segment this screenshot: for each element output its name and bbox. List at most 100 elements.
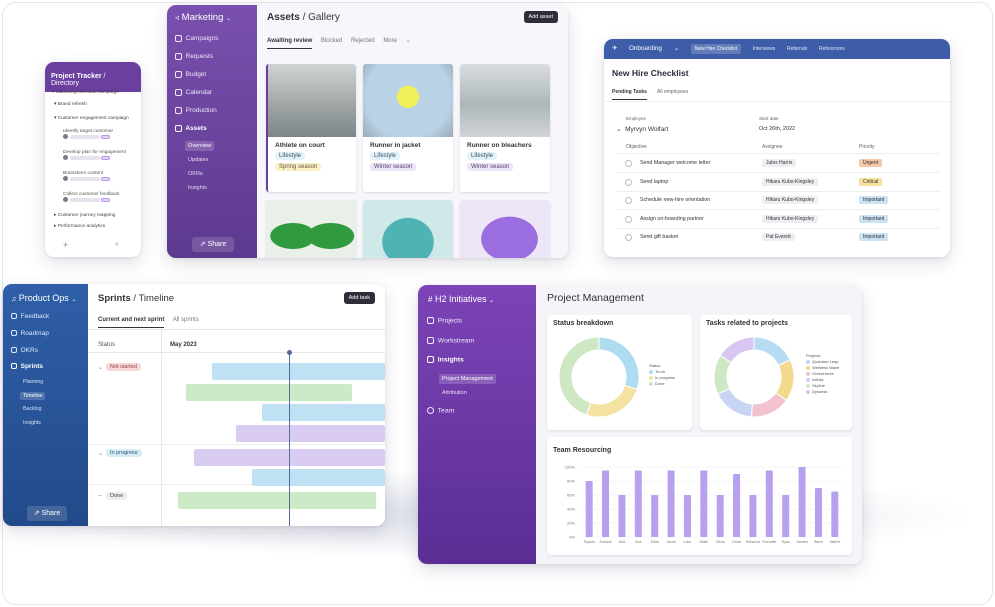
sidebar-item-team[interactable]: Team	[427, 407, 454, 414]
project-tracker-breadcrumb[interactable]: Directory	[51, 80, 80, 87]
timeline-bar[interactable]	[178, 492, 376, 509]
bar[interactable]	[683, 495, 691, 537]
list-item[interactable]: ▾ Marketing overhaul campaign	[52, 90, 119, 95]
bar[interactable]	[716, 495, 724, 537]
asset-tile[interactable]: Runner in jacket Lifestyle Winter season	[363, 64, 453, 192]
assignee-chip[interactable]: Jules Harris	[762, 159, 797, 167]
share-button[interactable]: ⇗ Share	[27, 506, 67, 521]
list-item[interactable]: Develop plan for engagement	[63, 150, 126, 161]
sidebar-item-calendar[interactable]: Calendar	[175, 89, 212, 96]
timeline-bar[interactable]	[262, 404, 385, 421]
add-task-button[interactable]: Add task	[343, 292, 375, 304]
bar[interactable]	[765, 470, 773, 538]
bar[interactable]	[831, 491, 839, 538]
sidebar-item-workstream[interactable]: Workstream	[427, 337, 474, 344]
checkbox[interactable]	[625, 178, 632, 186]
chevron-icon[interactable]: –	[98, 493, 102, 499]
sidebar-subitem-insights[interactable]: Insights	[188, 185, 207, 191]
list-item[interactable]: ▸ Performance analytics	[54, 224, 106, 229]
assignee-chip[interactable]: Hikaru Kubo-Kingsley	[762, 214, 819, 223]
asset-tile[interactable]	[266, 200, 356, 258]
sidebar-item-production[interactable]: Production	[175, 107, 217, 114]
list-item[interactable]: Identify target customer	[63, 129, 113, 140]
sidebar-subitem-updates[interactable]: Updates	[188, 157, 209, 163]
checkbox[interactable]	[625, 197, 632, 204]
bar[interactable]	[814, 488, 822, 537]
checkbox[interactable]	[625, 160, 632, 167]
breadcrumb[interactable]: Timeline	[138, 293, 175, 304]
asset-tile[interactable]: Athlete on court Lifestyle Spring season	[266, 64, 356, 192]
tab-current-sprint[interactable]: Current and next sprint	[98, 317, 165, 328]
chevron-icon[interactable]: ⌄	[98, 451, 104, 457]
share-button[interactable]: ⇗ Share	[192, 237, 234, 252]
sidebar-item-requests[interactable]: Requests	[175, 53, 213, 60]
bar[interactable]	[782, 495, 790, 537]
list-item[interactable]: Brainstorm content	[63, 171, 111, 182]
assignee-chip[interactable]: Hikaru Kubo-Kingsley	[762, 177, 819, 186]
sidebar-subitem-insights[interactable]: Insights	[23, 420, 41, 426]
sidebar-subitem-backlog[interactable]: Backlog	[23, 406, 42, 412]
workspace-switcher[interactable]: ♫ Product Ops ⌄	[11, 293, 77, 303]
priority-badge[interactable]: Important	[859, 196, 889, 204]
priority-badge[interactable]: Important	[859, 214, 889, 223]
tab-rejected[interactable]: Rejected	[350, 38, 375, 44]
bar[interactable]	[618, 495, 626, 537]
tab-pending-tasks[interactable]: Pending Tasks	[612, 89, 647, 100]
donut-slice[interactable]	[753, 336, 791, 367]
tab-new-hire-checklist[interactable]: New Hire Checklist	[690, 44, 741, 54]
search-icon[interactable]: ⌕	[115, 241, 119, 248]
tab-all-employees[interactable]: All employees	[657, 89, 689, 95]
list-item[interactable]: ▾ Brand refresh	[54, 102, 87, 107]
bar[interactable]	[733, 474, 741, 537]
workspace-switcher[interactable]: ◃ Marketing ⌄	[175, 12, 232, 23]
donut-slice[interactable]	[750, 392, 788, 418]
checkbox[interactable]	[625, 215, 632, 223]
list-item[interactable]: ▸ Customer journey mapping	[54, 213, 116, 218]
list-item[interactable]: Collect customer feedback	[63, 192, 120, 203]
tab-interviews[interactable]: Interviews	[752, 46, 776, 52]
sidebar-item-assets[interactable]: Assets	[175, 125, 207, 132]
sidebar-item-okrs[interactable]: OKRs	[11, 347, 38, 354]
sidebar-subitem-timeline[interactable]: Timeline	[20, 392, 46, 400]
breadcrumb[interactable]: Gallery	[308, 12, 340, 23]
sidebar-item-projects[interactable]: Projects	[427, 317, 462, 324]
bar[interactable]	[602, 470, 610, 538]
assignee-chip[interactable]: Hikaru Kubo-Kingsley	[762, 196, 819, 204]
tab-awaiting-review[interactable]: Awaiting review	[267, 38, 313, 49]
sidebar-subitem-okrs[interactable]: OKRs	[188, 171, 203, 177]
donut-slice[interactable]	[598, 336, 640, 390]
list-item[interactable]: ▾ Customer engagement campaign	[54, 116, 129, 121]
donut-slice[interactable]	[719, 336, 755, 364]
tab-more[interactable]: More ⌄	[383, 38, 411, 44]
workspace-switcher[interactable]: ✈ Onboarding ⌄	[612, 45, 679, 52]
add-asset-button[interactable]: Add asset	[523, 11, 558, 23]
tab-all-sprints[interactable]: All sprints	[172, 317, 199, 323]
tab-referrals[interactable]: Referrals	[786, 46, 808, 52]
tab-references[interactable]: References	[819, 46, 845, 52]
timeline-bar[interactable]	[236, 425, 385, 442]
asset-tile[interactable]: Runner on bleachers Lifestyle Winter sea…	[460, 64, 550, 192]
donut-slice[interactable]	[586, 384, 638, 418]
timeline-bar[interactable]	[186, 384, 352, 401]
chevron-icon[interactable]: ⌄	[98, 365, 104, 371]
timeline-bar[interactable]	[252, 469, 385, 486]
asset-tile[interactable]	[460, 200, 550, 258]
bar[interactable]	[798, 467, 806, 537]
sidebar-item-roadmap[interactable]: Roadmap	[11, 330, 49, 337]
bar[interactable]	[749, 495, 757, 537]
timeline-bar[interactable]	[212, 363, 385, 380]
sidebar-item-feedback[interactable]: Feedback	[11, 313, 49, 320]
priority-badge[interactable]: Important	[859, 233, 889, 241]
tab-blocked[interactable]: Blocked	[320, 38, 343, 44]
bar[interactable]	[667, 470, 675, 538]
bar[interactable]	[651, 495, 659, 537]
bar[interactable]	[700, 470, 708, 538]
bar[interactable]	[585, 481, 593, 537]
sidebar-item-insights[interactable]: Insights	[427, 356, 464, 363]
checkbox[interactable]	[625, 234, 632, 241]
add-icon[interactable]: +	[63, 240, 69, 250]
workspace-switcher[interactable]: # H2 Initiatives ⌄	[428, 294, 495, 304]
donut-slice[interactable]	[558, 336, 600, 416]
asset-tile[interactable]	[363, 200, 453, 258]
sidebar-subitem-overview[interactable]: Overview	[185, 141, 214, 151]
